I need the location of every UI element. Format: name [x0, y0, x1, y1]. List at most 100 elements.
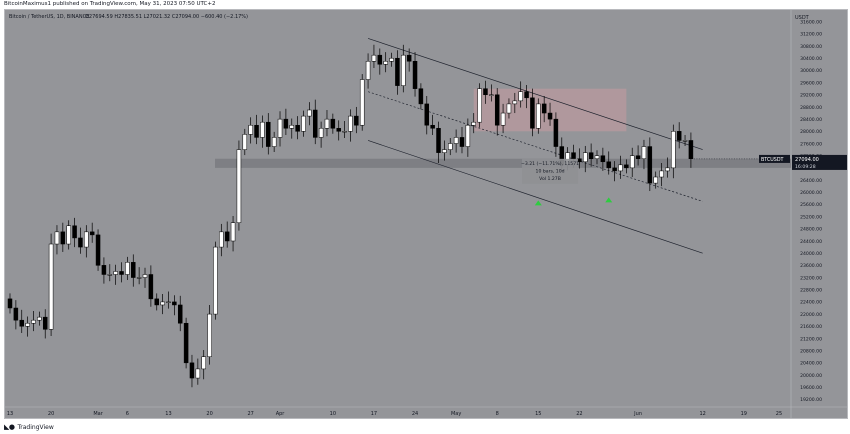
candle [436, 121, 441, 164]
tradingview-logo-icon[interactable]: ◣● [4, 423, 15, 431]
candle-body-up [348, 115, 353, 132]
price-tag-text: 27094.00 [795, 157, 819, 163]
candle-body-down [266, 121, 271, 147]
candle-body-down [148, 274, 154, 300]
candle-body-up [618, 164, 623, 172]
candle [72, 217, 77, 248]
candle-body-down [42, 316, 48, 330]
candle [641, 139, 647, 170]
candle [489, 84, 494, 102]
candle-body-down [377, 54, 383, 65]
candle-body-down [483, 88, 488, 96]
candle [224, 221, 230, 248]
candle [483, 80, 488, 104]
candle [101, 257, 107, 284]
candle-body-down [459, 137, 465, 147]
candle-body-up [213, 246, 218, 315]
candle-body-down [13, 307, 19, 321]
chart-title: Bitcoin / TetherUS, 1D, BINANCE [9, 14, 89, 20]
y-tick-label: 20800.00 [800, 348, 822, 354]
candle [166, 291, 171, 309]
x-tick-label: 25 [776, 411, 782, 417]
x-tick-label: May [451, 411, 461, 417]
candle-body-up [236, 149, 242, 223]
candle-body-up [389, 57, 394, 62]
candle-body-down [19, 319, 24, 327]
candle-body-up [448, 143, 453, 150]
candle [518, 81, 523, 108]
candle [260, 115, 265, 148]
candle [471, 113, 476, 134]
candle [506, 98, 512, 119]
btc-candlestick-chart[interactable]: 31600.00 31200.00 30800.00 30400.00 30000.00… [5, 10, 848, 419]
y-tick-label: 20400.00 [800, 361, 822, 367]
candle [254, 114, 259, 145]
candle-body-up [37, 316, 42, 321]
symbol-tag-text: BTCUSDT [761, 157, 784, 163]
x-tick-label: 27 [247, 411, 253, 417]
candle [354, 106, 359, 134]
y-tick-label: 28800.00 [800, 105, 822, 111]
candle [31, 311, 36, 332]
candle [583, 145, 588, 173]
candle [213, 241, 218, 320]
candle-body-down [676, 131, 682, 141]
candle [60, 222, 66, 252]
candle [418, 83, 424, 110]
y-tick-label: 29200.00 [800, 93, 822, 99]
candle-body-up [230, 222, 236, 242]
candle-body-up [260, 121, 265, 138]
y-tick-label: 24400.00 [800, 239, 822, 245]
candle [219, 223, 224, 257]
candle [230, 216, 236, 252]
candle [125, 256, 130, 280]
candle-body-up [641, 146, 647, 159]
y-tick-label: 22000.00 [800, 312, 822, 318]
candle-body-down [283, 118, 289, 129]
candle-body-up [477, 88, 482, 123]
x-tick-label: 8 [496, 411, 499, 417]
candle-body-up [136, 277, 142, 279]
candle [189, 354, 195, 388]
candle [682, 134, 688, 146]
candle-body-up [125, 262, 130, 275]
candle [271, 131, 277, 153]
candle-body-up [84, 231, 89, 248]
candle-body-up [307, 109, 312, 117]
candle-body-up [195, 368, 201, 379]
candle [19, 309, 24, 333]
candle [541, 95, 547, 123]
candle [78, 227, 83, 254]
candle [48, 233, 54, 337]
y-tick-label: 22800.00 [800, 288, 822, 294]
candle-body-up [629, 155, 635, 169]
x-tick-label: 17 [371, 411, 377, 417]
candle-body-down [95, 234, 101, 266]
candle-body-down [524, 91, 529, 99]
candle [13, 300, 19, 330]
candle-body-down [553, 118, 559, 147]
candle [629, 147, 635, 178]
y-tick-label: 31200.00 [800, 32, 822, 38]
support-band [215, 158, 791, 168]
candle [659, 163, 664, 187]
candle [459, 127, 465, 154]
candle-body-down [101, 265, 107, 275]
candle-body-up [471, 121, 476, 126]
y-tick-label: 22400.00 [800, 300, 822, 306]
y-tick-label: 29600.00 [800, 80, 822, 86]
candle-body-down [295, 124, 300, 132]
x-tick-label: 22 [576, 411, 582, 417]
candle [500, 103, 506, 134]
candle-body-down [183, 322, 189, 364]
footer-brand[interactable]: TradingView [17, 423, 54, 431]
price-tag [792, 154, 847, 170]
candle-body-down [7, 298, 13, 309]
candle [295, 116, 300, 140]
candle-body-up [277, 118, 283, 138]
candle-body-up [682, 140, 688, 142]
chart-frame: 31600.00 31200.00 30800.00 30400.00 30000.00… [4, 9, 848, 419]
candle-body-down [436, 128, 441, 153]
candle-body-down [154, 298, 159, 306]
candle [89, 222, 95, 243]
